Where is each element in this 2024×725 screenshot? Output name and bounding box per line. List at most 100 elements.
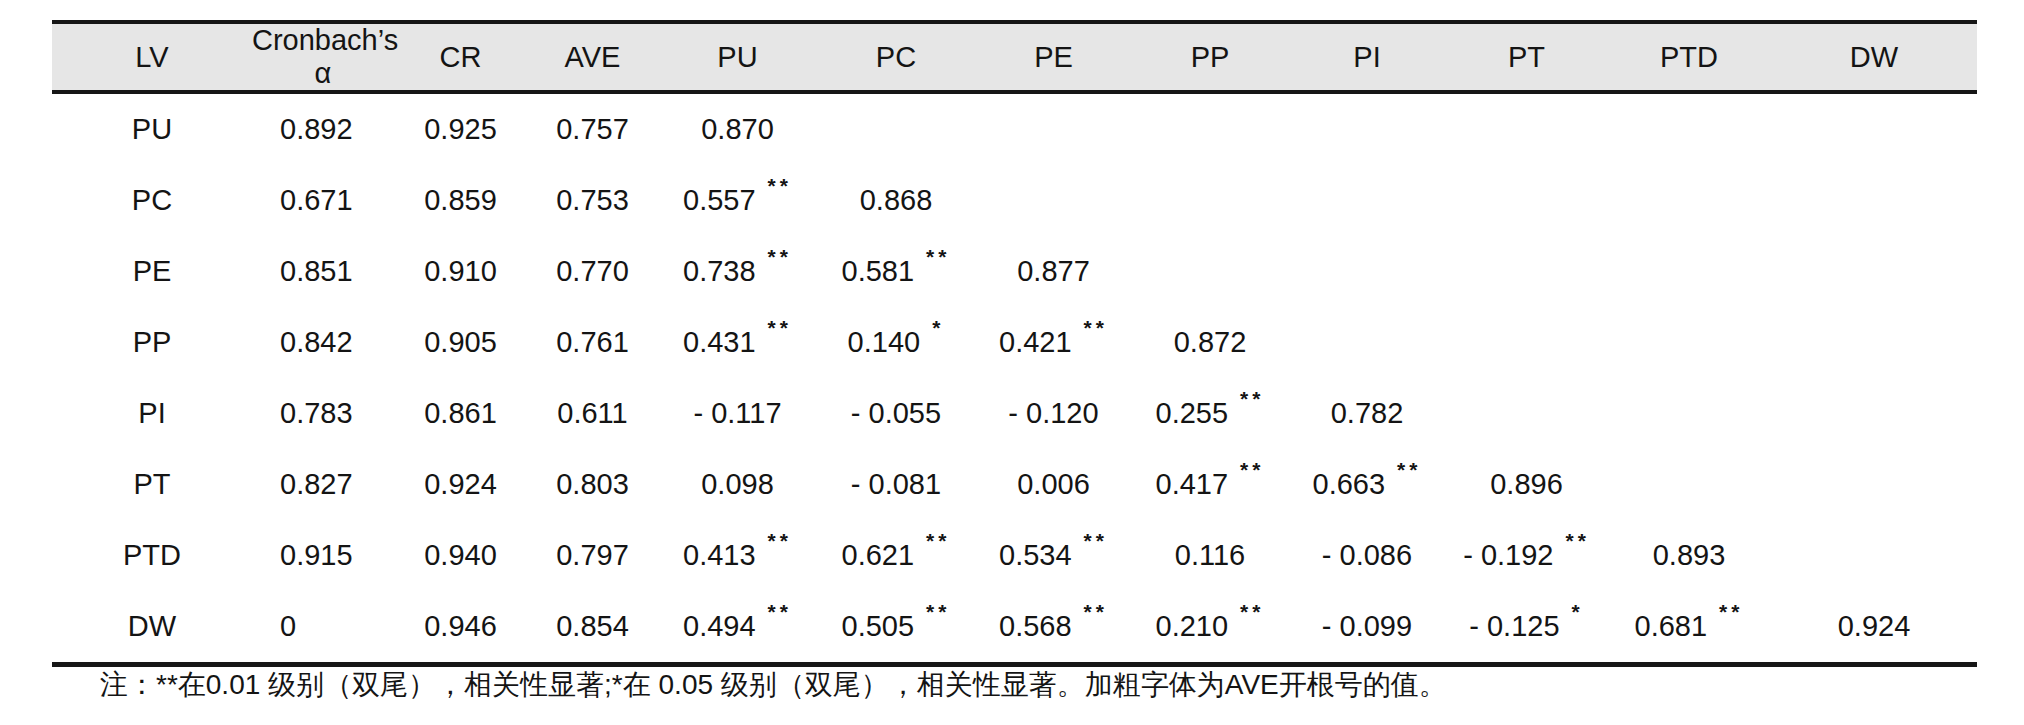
cell-value: 0.770 xyxy=(556,255,629,287)
table-note: 注：**在0.01 级别（双尾），相关性显著;*在 0.05 级别（双尾），相关… xyxy=(100,666,1447,704)
row-label: PP xyxy=(52,307,252,378)
value-cell: 0 xyxy=(252,591,394,665)
value-cell: 0.842 xyxy=(252,307,394,378)
value-cell: 0.255** xyxy=(1132,378,1288,449)
cell-value: 0.140 xyxy=(848,326,921,358)
row-label: PU xyxy=(52,92,252,165)
value-cell xyxy=(1446,378,1607,449)
value-cell xyxy=(1446,307,1607,378)
table-row-pu: PU 0.892 0.925 0.757 0.870 xyxy=(52,92,1977,165)
value-cell: - 0.055 xyxy=(817,378,975,449)
cell-value: 0.757 xyxy=(556,113,629,145)
cell-value: - 0.099 xyxy=(1322,610,1412,642)
cell-value: 0.681 xyxy=(1635,610,1708,642)
cell-value: 0.581 xyxy=(842,255,915,287)
cell-value: 0.915 xyxy=(280,539,353,571)
value-cell: 0.621** xyxy=(817,520,975,591)
value-cell xyxy=(1771,236,1977,307)
value-cell xyxy=(1771,520,1977,591)
cell-value: 0.671 xyxy=(280,184,353,216)
paper-table-page: LVCronbach’s αCRAVEPUPCPEPPPIPTPTDDW PU0… xyxy=(0,0,2024,725)
row-label: PI xyxy=(52,378,252,449)
value-cell: 0.557** xyxy=(658,165,817,236)
table-row-ptd: PTD0.9150.9400.7970.413**0.621**0.534**0… xyxy=(52,520,1977,591)
value-cell: 0.611 xyxy=(527,378,658,449)
value-cell: 0.827 xyxy=(252,449,394,520)
value-cell: 0.893 xyxy=(1607,520,1771,591)
value-cell: - 0.099 xyxy=(1288,591,1446,665)
value-cell: - 0.120 xyxy=(975,378,1132,449)
cell-value: 0.505 xyxy=(842,610,915,642)
cell-value: 0.910 xyxy=(424,255,497,287)
value-cell: 0.910 xyxy=(394,236,527,307)
value-cell: 0.870 xyxy=(658,92,817,165)
value-cell xyxy=(1771,92,1977,165)
table-row-pi: PI0.7830.8610.611- 0.117- 0.055- 0.1200.… xyxy=(52,378,1977,449)
value-cell: 0.859 xyxy=(394,165,527,236)
cell-value: - 0.081 xyxy=(851,468,941,500)
value-cell: 0.896 xyxy=(1446,449,1607,520)
cell-value: 0.557 xyxy=(683,184,756,216)
value-cell xyxy=(1607,449,1771,520)
cell-value: 0.842 xyxy=(280,326,353,358)
value-cell xyxy=(1288,92,1446,165)
value-cell: 0.892 xyxy=(252,92,394,165)
cell-value: 0.098 xyxy=(701,468,774,500)
value-cell: 0.753 xyxy=(527,165,658,236)
value-cell: 0.761 xyxy=(527,307,658,378)
column-header-ave: AVE xyxy=(527,22,658,92)
cell-value: 0.783 xyxy=(280,397,353,429)
table-row-pe: PE0.8510.9100.7700.738**0.581**0.877 xyxy=(52,236,1977,307)
value-cell: 0.140* xyxy=(817,307,975,378)
cell-value: 0.494 xyxy=(683,610,756,642)
cell-value: 0.893 xyxy=(1653,539,1726,571)
cell-value: 0.568 xyxy=(999,610,1072,642)
value-cell: 0.671 xyxy=(252,165,394,236)
column-header-pu: PU xyxy=(658,22,817,92)
cell-value: 0.854 xyxy=(556,610,629,642)
value-cell xyxy=(1607,378,1771,449)
value-cell: 0.681** xyxy=(1607,591,1771,665)
cell-value: - 0.117 xyxy=(693,397,781,429)
cell-value: 0.924 xyxy=(1838,610,1911,642)
table-row-pt: PT0.8270.9240.8030.098- 0.0810.0060.417*… xyxy=(52,449,1977,520)
value-cell: 0.925 xyxy=(394,92,527,165)
value-cell: 0.854 xyxy=(527,591,658,665)
value-cell: - 0.117 xyxy=(658,378,817,449)
cell-value: 0.421 xyxy=(999,326,1072,358)
cell-value: 0.946 xyxy=(424,610,497,642)
value-cell xyxy=(1771,165,1977,236)
value-cell xyxy=(1771,378,1977,449)
value-cell: 0.946 xyxy=(394,591,527,665)
value-cell: 0.581** xyxy=(817,236,975,307)
cell-value: 0.877 xyxy=(1017,255,1090,287)
value-cell: - 0.086 xyxy=(1288,520,1446,591)
value-cell: 0.872 xyxy=(1132,307,1288,378)
value-cell: 0.940 xyxy=(394,520,527,591)
cell-value: 0.859 xyxy=(424,184,497,216)
column-header-pt: PT xyxy=(1446,22,1607,92)
cell-value: 0.797 xyxy=(556,539,629,571)
correlation-matrix-table: LVCronbach’s αCRAVEPUPCPEPPPIPTPTDDW PU0… xyxy=(52,20,1977,667)
cell-value: - 0.086 xyxy=(1322,539,1412,571)
cell-value: 0.851 xyxy=(280,255,353,287)
cell-value: 0.761 xyxy=(556,326,629,358)
value-cell: 0.421** xyxy=(975,307,1132,378)
value-cell xyxy=(975,92,1132,165)
cell-value: 0.621 xyxy=(842,539,915,571)
value-cell: 0.431** xyxy=(658,307,817,378)
value-cell: 0.797 xyxy=(527,520,658,591)
value-cell: 0.851 xyxy=(252,236,394,307)
value-cell: - 0.192** xyxy=(1446,520,1607,591)
cell-value: 0.431 xyxy=(683,326,756,358)
value-cell xyxy=(1607,92,1771,165)
cell-value: 0.892 xyxy=(280,113,353,145)
row-label: PC xyxy=(52,165,252,236)
cell-value: - 0.192 xyxy=(1463,539,1553,571)
value-cell: 0.861 xyxy=(394,378,527,449)
cell-value: 0.872 xyxy=(1174,326,1247,358)
value-cell xyxy=(1607,307,1771,378)
cell-value: 0.255 xyxy=(1156,397,1229,429)
table-row-pp: PP0.8420.9050.7610.431**0.140*0.421**0.8… xyxy=(52,307,1977,378)
column-header-dw: DW xyxy=(1771,22,1977,92)
